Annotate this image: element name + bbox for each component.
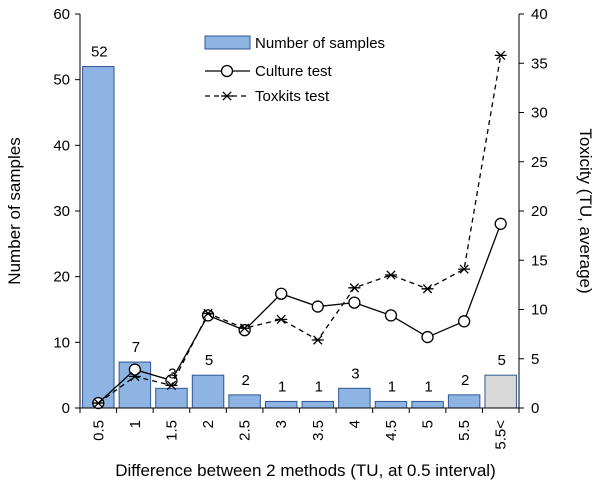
bar-8 [374, 400, 408, 409]
x-tick-label-7: 4 [346, 420, 363, 428]
toxkits-test-point-4 [238, 323, 251, 333]
bar-value-label-6: 1 [315, 378, 323, 395]
culture-test-point-5 [275, 287, 288, 300]
bar-value-label-9: 1 [424, 378, 432, 395]
toxkits-test-point-9 [421, 284, 434, 294]
x-tick-label-4: 2.5 [237, 420, 254, 441]
right-tick-label-3: 15 [531, 252, 548, 269]
bar-7 [338, 387, 371, 409]
bar-value-label-11: 5 [498, 352, 506, 369]
bar-3 [191, 374, 225, 409]
bars-layer [82, 66, 517, 409]
bar-0 [82, 66, 115, 409]
toxkits-test-line [97, 55, 502, 404]
legend-label-toxkits: Toxkits test [255, 88, 330, 105]
x-tick-label-10: 5.5 [456, 420, 473, 441]
legend: Number of samples Culture test Toxkits tes… [204, 35, 385, 105]
x-tick-label-9: 5 [420, 420, 437, 428]
toxkits-test-point-1 [128, 371, 141, 382]
bar-2 [155, 387, 188, 409]
x-tick-label-0: 0.5 [90, 420, 107, 441]
left-tick-label-6: 60 [53, 6, 70, 23]
culture-test-point-8 [384, 309, 398, 322]
x-tick-label-6: 3.5 [310, 420, 327, 441]
x-tick-label-11: 5.5< [493, 420, 510, 450]
toxkits-test-point-11 [494, 50, 507, 61]
bar-11 [484, 374, 517, 409]
toxkits-test-point-6 [311, 335, 324, 345]
legend-swatch-toxkits-marker [221, 91, 233, 101]
left-axis-title: Number of samples [5, 137, 24, 284]
legend-label-culture: Culture test [255, 63, 333, 80]
culture-test-point-11 [494, 217, 507, 230]
x-tick-label-1: 1 [127, 420, 144, 428]
toxkits-test-point-8 [384, 270, 397, 280]
culture-test-line [97, 223, 502, 404]
bar-value-label-2: 3 [168, 365, 176, 382]
x-axis-title: Difference between 2 methods (TU, at 0.5… [115, 461, 495, 480]
x-tick-label-5: 3 [273, 420, 290, 428]
left-tick-label-2: 20 [53, 269, 70, 286]
right-tick-label-1: 5 [531, 351, 539, 368]
right-tick-label-7: 35 [531, 55, 548, 72]
bar-4 [228, 394, 261, 409]
bar-value-label-3: 5 [205, 352, 213, 369]
bar-value-label-5: 1 [278, 378, 286, 395]
bar-6 [301, 400, 335, 409]
bar-value-label-4: 2 [241, 372, 249, 389]
left-tick-label-0: 0 [62, 400, 70, 417]
right-tick-label-8: 40 [531, 6, 548, 23]
lines-layer [92, 50, 507, 410]
legend-label-bars: Number of samples [255, 35, 385, 52]
culture-test-point-9 [421, 330, 434, 344]
culture-test-point-3 [201, 309, 215, 322]
right-tick-label-6: 30 [531, 105, 548, 122]
right-tick-label-4: 20 [531, 203, 548, 220]
x-tick-label-3: 2 [200, 420, 217, 428]
toxkits-test-point-2 [165, 380, 178, 391]
bar-value-label-1: 7 [132, 339, 140, 356]
left-tick-label-3: 30 [53, 203, 70, 220]
toxkits-test-point-5 [275, 314, 288, 325]
left-tick-label-1: 10 [53, 334, 70, 351]
left-tick-label-5: 50 [53, 72, 70, 89]
left-tick-label-4: 40 [53, 137, 70, 154]
culture-test-point-1 [128, 363, 142, 376]
culture-test-point-10 [457, 315, 471, 328]
bar-9 [411, 400, 444, 409]
legend-swatch-culture-marker [220, 64, 234, 78]
bar-value-label-7: 3 [351, 365, 359, 382]
toxkits-test-point-0 [92, 398, 105, 408]
right-tick-label-5: 25 [531, 154, 548, 171]
toxkits-test-point-7 [348, 283, 361, 293]
bar-value-label-0: 52 [91, 44, 108, 61]
x-tick-label-8: 4.5 [383, 420, 400, 441]
toxkits-test-point-3 [202, 308, 215, 319]
x-tick-label-2: 1.5 [163, 420, 180, 441]
legend-swatch-bars [204, 35, 251, 50]
culture-test-point-6 [311, 300, 324, 313]
bar-5 [264, 400, 298, 409]
bar-10 [447, 394, 481, 409]
right-tick-label-2: 10 [531, 302, 548, 319]
bar-value-label-10: 2 [461, 372, 469, 389]
toxkits-test-point-10 [458, 264, 471, 274]
right-axis-title: Toxicity (TU, average) [576, 128, 595, 293]
right-tick-label-0: 0 [531, 400, 539, 417]
bar-value-label-8: 1 [388, 378, 396, 395]
culture-test-point-7 [348, 296, 361, 309]
